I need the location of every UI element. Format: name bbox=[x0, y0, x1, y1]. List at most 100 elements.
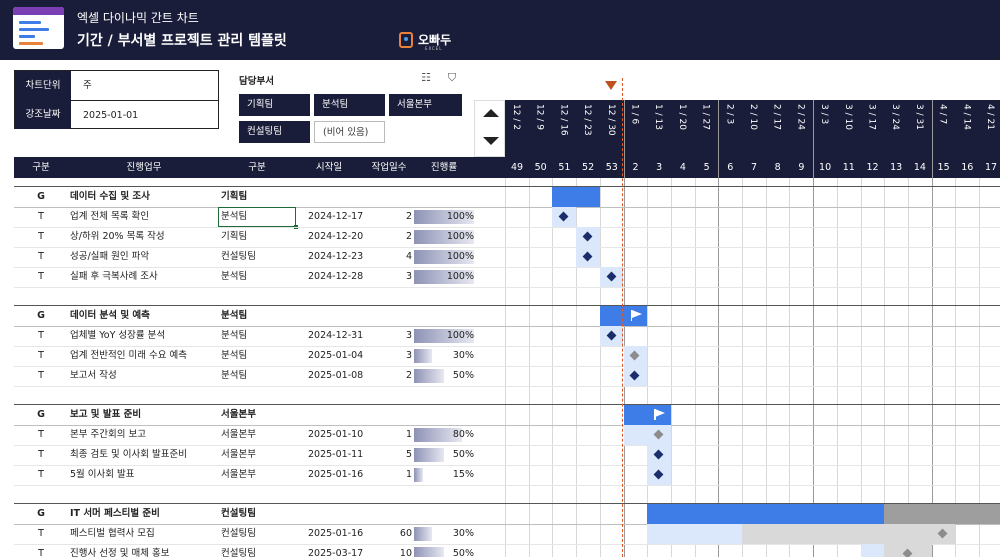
scroll-up-icon[interactable] bbox=[483, 109, 499, 117]
group-dept: 서울본부 bbox=[221, 409, 256, 420]
task-days[interactable]: 3 bbox=[405, 350, 412, 361]
timeline-date: 3 / 3 bbox=[813, 100, 837, 157]
week-number: 13 bbox=[890, 162, 903, 173]
task-row[interactable]: T 5월 이사회 발표 서울본부 2025-01-16 1 15% bbox=[14, 465, 1000, 485]
task-name[interactable]: 진행사 선정 및 매체 홍보 bbox=[70, 548, 170, 557]
group-name: IT 서머 페스티벌 준비 bbox=[70, 508, 160, 519]
task-dept[interactable]: 컨설팅팀 bbox=[221, 251, 256, 262]
chart-unit-input[interactable]: 주 bbox=[83, 80, 92, 91]
timeline-date-text: 1 / 20 bbox=[676, 104, 687, 130]
task-dept[interactable]: 분석팀 bbox=[221, 370, 248, 381]
task-name[interactable]: 업체별 YoY 성장률 분석 bbox=[70, 330, 166, 341]
task-dept[interactable]: 컨설팅팀 bbox=[221, 548, 256, 557]
week-number: 5 bbox=[703, 162, 710, 173]
task-row[interactable]: T 상/하위 20% 목록 작성 기획팀 2024-12-20 2 100% bbox=[14, 227, 1000, 247]
timeline-date-text: 2 / 10 bbox=[748, 104, 758, 130]
task-days[interactable]: 3 bbox=[405, 330, 412, 341]
task-start[interactable]: 2024-12-23 bbox=[308, 251, 364, 262]
row-divider bbox=[14, 524, 1000, 525]
task-days[interactable]: 3 bbox=[405, 271, 412, 282]
row-divider bbox=[14, 326, 1000, 327]
slicer-item-planning[interactable]: 기획팀 bbox=[239, 94, 310, 116]
task-days[interactable]: 60 bbox=[399, 528, 412, 539]
progress-value: 100% bbox=[446, 251, 474, 262]
row-divider bbox=[14, 287, 1000, 288]
multi-select-icon[interactable]: ☷ bbox=[421, 71, 431, 84]
task-row[interactable]: T 진행사 선정 및 매체 홍보 컨설팅팀 2025-03-17 10 50% bbox=[14, 544, 1000, 557]
progress-bar bbox=[414, 250, 474, 264]
week-divider bbox=[576, 178, 578, 557]
task-name[interactable]: 페스티벌 협력사 모집 bbox=[70, 528, 155, 539]
task-days[interactable]: 10 bbox=[399, 548, 412, 557]
task-days[interactable]: 4 bbox=[405, 251, 412, 262]
slicer-item-seoul[interactable]: 서울본부 bbox=[389, 94, 462, 116]
scroll-down-icon[interactable] bbox=[483, 137, 499, 145]
task-dept[interactable]: 컨설팅팀 bbox=[221, 528, 256, 539]
group-dept: 컨설팅팀 bbox=[221, 508, 256, 519]
task-start[interactable]: 2025-03-17 bbox=[308, 548, 364, 557]
task-dept[interactable]: 분석팀 bbox=[221, 271, 248, 282]
task-start[interactable]: 2025-01-16 bbox=[308, 469, 364, 480]
task-row[interactable]: T 실패 후 극복사례 조사 분석팀 2024-12-28 3 100% bbox=[14, 267, 1000, 287]
selected-cell[interactable] bbox=[218, 207, 298, 229]
progress-bar bbox=[414, 210, 474, 224]
slicer-item-consulting[interactable]: 컨설팅팀 bbox=[239, 121, 310, 143]
highlight-date-input[interactable]: 2025-01-01 bbox=[83, 110, 139, 121]
task-start[interactable]: 2024-12-28 bbox=[308, 271, 364, 282]
group-divider bbox=[14, 404, 1000, 405]
progress-value: 15% bbox=[452, 469, 474, 480]
task-name[interactable]: 업계 전반적인 미래 수요 예측 bbox=[70, 350, 187, 361]
timeline-date-text: 2 / 17 bbox=[771, 104, 782, 130]
task-days[interactable]: 1 bbox=[405, 429, 412, 440]
task-dept[interactable]: 서울본부 bbox=[221, 449, 256, 460]
timeline-date-text: 12 / 16 bbox=[558, 104, 569, 136]
task-start[interactable]: 2024-12-17 bbox=[308, 211, 364, 222]
task-start[interactable]: 2025-01-04 bbox=[308, 350, 364, 361]
task-dept[interactable]: 서울본부 bbox=[221, 469, 256, 480]
task-start[interactable]: 2025-01-11 bbox=[308, 449, 364, 460]
progress-bar bbox=[414, 468, 423, 482]
task-dept[interactable]: 분석팀 bbox=[221, 211, 248, 222]
task-dept[interactable]: 기획팀 bbox=[221, 231, 248, 242]
task-dept[interactable]: 분석팀 bbox=[221, 350, 248, 361]
task-row[interactable]: T 업체별 YoY 성장률 분석 분석팀 2024-12-31 3 100% bbox=[14, 326, 1000, 346]
task-dept[interactable]: 서울본부 bbox=[221, 429, 256, 440]
task-dept[interactable]: 분석팀 bbox=[221, 330, 248, 341]
task-start[interactable]: 2025-01-10 bbox=[308, 429, 364, 440]
task-row[interactable]: T 보고서 작성 분석팀 2025-01-08 2 50% bbox=[14, 366, 1000, 386]
task-row[interactable]: T 최종 검토 및 이사회 발표준비 서울본부 2025-01-11 5 50% bbox=[14, 445, 1000, 465]
flag-pole bbox=[606, 191, 609, 202]
task-name[interactable]: 최종 검토 및 이사회 발표준비 bbox=[70, 449, 187, 460]
timeline-date: 12 / 16 bbox=[552, 100, 576, 157]
task-days[interactable]: 2 bbox=[405, 370, 412, 381]
task-name[interactable]: 실패 후 극복사례 조사 bbox=[70, 271, 158, 282]
timeline-date: 4 / 21 bbox=[979, 100, 1000, 157]
group-row: G 보고 및 발표 준비 서울본부 bbox=[14, 405, 1000, 425]
task-start[interactable]: 2024-12-20 bbox=[308, 231, 364, 242]
task-name[interactable]: 5월 이사회 발표 bbox=[70, 469, 135, 480]
task-days[interactable]: 2 bbox=[405, 231, 412, 242]
task-name[interactable]: 본부 주간회의 보고 bbox=[70, 429, 146, 440]
week-number: 10 bbox=[819, 162, 832, 173]
task-start[interactable]: 2025-01-16 bbox=[308, 528, 364, 539]
clear-filter-icon[interactable]: ⛉ bbox=[447, 71, 457, 84]
task-name[interactable]: 보고서 작성 bbox=[70, 370, 117, 381]
task-row[interactable]: T 페스티벌 협력사 모집 컨설팅팀 2025-01-16 60 30% bbox=[14, 524, 1000, 544]
task-row[interactable]: T 업계 전반적인 미래 수요 예측 분석팀 2025-01-04 3 30% bbox=[14, 346, 1000, 366]
slicer-item-analysis[interactable]: 분석팀 bbox=[314, 94, 385, 116]
task-days[interactable]: 5 bbox=[405, 449, 412, 460]
slicer-item-blank[interactable]: (비어 있음) bbox=[314, 121, 385, 143]
task-days[interactable]: 1 bbox=[405, 469, 412, 480]
task-row[interactable]: T 성공/실패 원인 파악 컨설팅팀 2024-12-23 4 100% bbox=[14, 247, 1000, 267]
task-row[interactable]: T 본부 주간회의 보고 서울본부 2025-01-10 1 80% bbox=[14, 425, 1000, 445]
task-days[interactable]: 2 bbox=[405, 211, 412, 222]
task-name[interactable]: 상/하위 20% 목록 작성 bbox=[70, 231, 165, 242]
task-start[interactable]: 2025-01-08 bbox=[308, 370, 364, 381]
task-name[interactable]: 업계 전체 목록 확인 bbox=[70, 211, 149, 222]
task-name[interactable]: 성공/실패 원인 파악 bbox=[70, 251, 150, 262]
row-divider bbox=[14, 346, 1000, 347]
column-header-row: 구분 진행업무 구분 시작일 작업일수 진행률 49 50 51 52 53 2 3 4 5 6 7… bbox=[14, 157, 1000, 178]
task-start[interactable]: 2024-12-31 bbox=[308, 330, 364, 341]
row-divider bbox=[14, 465, 1000, 466]
task-row[interactable]: T 업계 전체 목록 확인 분석팀 2024-12-17 2 100% bbox=[14, 207, 1000, 229]
